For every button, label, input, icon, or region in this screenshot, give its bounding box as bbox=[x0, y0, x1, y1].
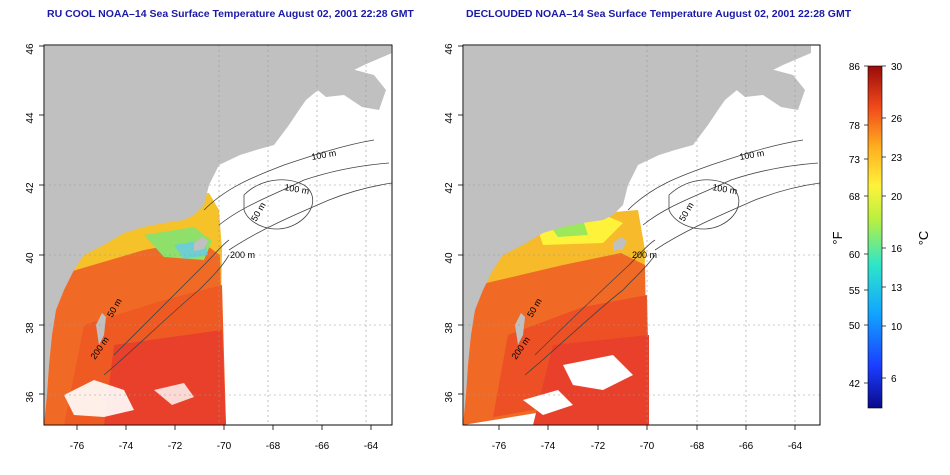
colorbar-f-tick: 78 bbox=[849, 121, 861, 132]
colorbar-c-tick: 10 bbox=[891, 322, 903, 333]
colorbar-c-tick: 30 bbox=[891, 62, 903, 73]
y-tick-label: 40 bbox=[25, 252, 36, 264]
colorbar-f-tick: 73 bbox=[849, 155, 861, 166]
map-title-right: DECLOUDED NOAA–14 Sea Surface Temperatur… bbox=[466, 8, 852, 20]
contour-label: 100 m bbox=[284, 182, 310, 196]
x-tick-label: -66 bbox=[739, 441, 754, 452]
contour-label: 100 m bbox=[712, 182, 738, 196]
x-tick-label: -74 bbox=[541, 441, 556, 452]
colorbar-f-tick: 86 bbox=[849, 62, 861, 73]
x-tick-label: -64 bbox=[788, 441, 803, 452]
colorbar-f-tick: 60 bbox=[849, 250, 861, 261]
y-tick-label: 38 bbox=[25, 322, 36, 334]
x-tick-label: -72 bbox=[168, 441, 183, 452]
colorbar-c-tick: 26 bbox=[891, 114, 903, 125]
colorbar-f-tick: 68 bbox=[849, 192, 861, 203]
x-tick-label: -72 bbox=[591, 441, 606, 452]
y-tick-label: 40 bbox=[444, 252, 455, 264]
x-tick-label: -64 bbox=[364, 441, 379, 452]
y-tick-label: 44 bbox=[25, 112, 36, 124]
y-tick-label: 36 bbox=[444, 391, 455, 403]
contour-label: 100 m bbox=[739, 148, 765, 162]
colorbar-c-tick: 20 bbox=[891, 192, 903, 203]
colorbar-c-tick: 16 bbox=[891, 244, 903, 255]
y-tick-label: 44 bbox=[444, 112, 455, 124]
colorbar-c-tick: 13 bbox=[891, 283, 903, 294]
map-title-left: RU COOL NOAA–14 Sea Surface Temperature … bbox=[47, 8, 414, 20]
colorbar-c-tick: 23 bbox=[891, 153, 903, 164]
contour-label: 200 m bbox=[632, 250, 657, 260]
contour-label: 100 m bbox=[311, 148, 337, 162]
x-tick-label: -70 bbox=[217, 441, 232, 452]
x-tick-label: -68 bbox=[690, 441, 705, 452]
x-tick-label: -66 bbox=[315, 441, 330, 452]
colorbar-f-tick: 55 bbox=[849, 286, 861, 297]
map-panel-right bbox=[462, 44, 821, 426]
temperature-colorbar bbox=[867, 65, 883, 409]
colorbar-c-tick: 6 bbox=[891, 374, 897, 385]
x-tick-label: -76 bbox=[492, 441, 507, 452]
colorbar-f-tick: 50 bbox=[849, 321, 861, 332]
y-tick-label: 42 bbox=[444, 182, 455, 194]
y-tick-label: 46 bbox=[444, 43, 455, 55]
x-tick-label: -68 bbox=[266, 441, 281, 452]
x-tick-label: -74 bbox=[119, 441, 134, 452]
contour-label: 200 m bbox=[230, 250, 255, 260]
x-tick-label: -70 bbox=[640, 441, 655, 452]
y-tick-label: 36 bbox=[25, 391, 36, 403]
colorbar-celsius-label: °C bbox=[916, 231, 931, 246]
colorbar-fahrenheit-label: °F bbox=[830, 231, 845, 244]
map-panel-left bbox=[43, 44, 393, 426]
y-tick-label: 38 bbox=[444, 322, 455, 334]
y-tick-label: 46 bbox=[25, 43, 36, 55]
x-tick-label: -76 bbox=[70, 441, 85, 452]
colorbar-f-tick: 42 bbox=[849, 379, 861, 390]
y-tick-label: 42 bbox=[25, 182, 36, 194]
